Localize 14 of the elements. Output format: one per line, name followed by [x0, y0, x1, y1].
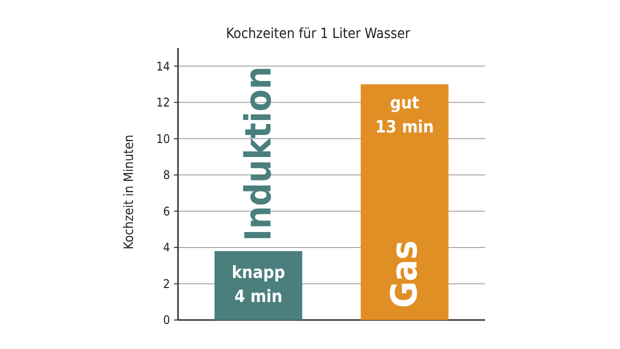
y-tick-label: 2	[163, 276, 170, 291]
data-label: knapp 4 min	[232, 263, 286, 308]
y-tick-label: 8	[163, 168, 170, 182]
y-tick-label: 10	[156, 132, 170, 146]
y-tick-label: 6	[163, 204, 170, 218]
data-label: gut 13 min	[375, 93, 434, 138]
x-tick-label: Induktion	[238, 66, 280, 242]
chart-title: Kochzeiten für 1 Liter Wasser	[226, 26, 411, 42]
y-tick-label: 14	[156, 59, 170, 74]
y-tick-label: 0	[163, 313, 170, 328]
y-tick-label: 12	[156, 96, 170, 110]
y-tick-label: 4	[163, 240, 170, 255]
y-axis-title: Kochzeit in Minuten	[122, 134, 137, 250]
x-tick-label: Gas	[384, 240, 426, 308]
